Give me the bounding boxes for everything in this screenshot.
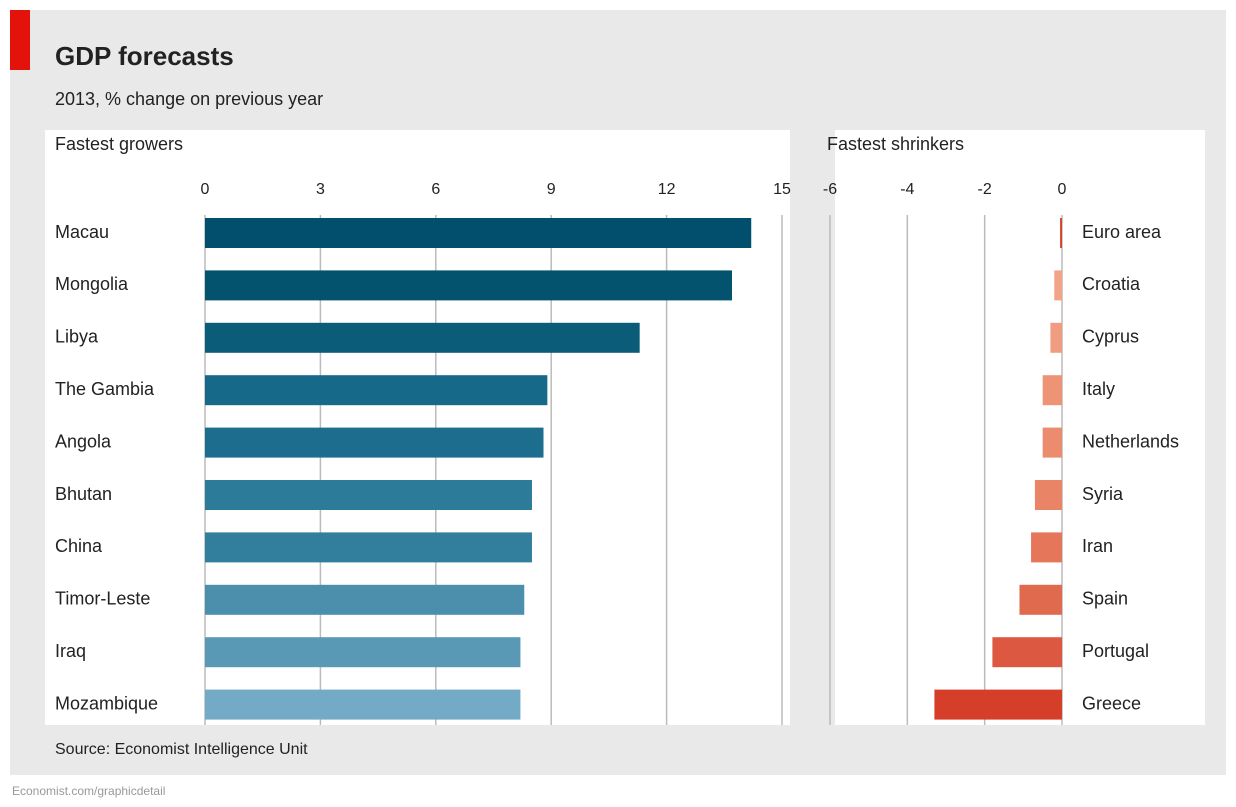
x-tick-label: 0 [1058, 181, 1067, 198]
x-tick-label: 6 [431, 181, 440, 198]
bar [205, 480, 532, 510]
category-label: Iran [1082, 536, 1113, 556]
category-label: Iraq [55, 641, 86, 661]
category-label: Bhutan [55, 484, 112, 504]
bar [934, 689, 1062, 720]
panel-title: Fastest growers [55, 134, 183, 154]
bar [205, 427, 544, 458]
panel-title: Fastest shrinkers [827, 134, 964, 154]
category-label: Greece [1082, 693, 1141, 713]
x-tick-label: 3 [316, 181, 325, 198]
x-tick-label: 9 [547, 181, 556, 198]
x-tick-label: 0 [201, 181, 210, 198]
category-label: Mongolia [55, 274, 129, 294]
red-tag [10, 10, 30, 70]
category-label: Spain [1082, 589, 1128, 609]
bar [205, 532, 532, 563]
bar [1042, 427, 1062, 458]
category-label: Italy [1082, 379, 1115, 399]
category-label: China [55, 536, 103, 556]
bar [1050, 322, 1062, 353]
bar [1054, 270, 1062, 301]
bar [205, 218, 752, 248]
bar [205, 375, 548, 406]
bar [205, 689, 521, 720]
category-label: Timor-Leste [55, 589, 150, 609]
category-label: Macau [55, 222, 109, 242]
bar [205, 270, 732, 301]
bar [205, 584, 525, 615]
bar [1019, 584, 1062, 615]
bar [1031, 532, 1062, 563]
x-tick-label: -4 [900, 181, 914, 198]
category-label: Syria [1082, 484, 1124, 504]
bar [1060, 218, 1062, 248]
category-label: Croatia [1082, 274, 1141, 294]
x-tick-label: 15 [773, 181, 791, 198]
bar [992, 637, 1062, 668]
category-label: Netherlands [1082, 431, 1179, 451]
footer: Economist.com/graphicdetail [12, 784, 165, 798]
x-tick-label: -2 [978, 181, 992, 198]
bar [205, 637, 521, 668]
bar [1042, 375, 1062, 406]
source: Source: Economist Intelligence Unit [55, 741, 308, 758]
category-label: Mozambique [55, 693, 158, 713]
category-label: Angola [55, 431, 112, 451]
panel [835, 130, 1205, 725]
category-label: Cyprus [1082, 327, 1139, 347]
category-label: Portugal [1082, 641, 1149, 661]
subtitle: 2013, % change on previous year [55, 89, 323, 109]
x-tick-label: 12 [658, 181, 676, 198]
bar [205, 322, 640, 353]
category-label: Libya [55, 327, 99, 347]
category-label: Euro area [1082, 222, 1162, 242]
bar [1034, 480, 1062, 510]
title: GDP forecasts [55, 41, 234, 71]
category-label: The Gambia [55, 379, 155, 399]
x-tick-label: -6 [823, 181, 837, 198]
